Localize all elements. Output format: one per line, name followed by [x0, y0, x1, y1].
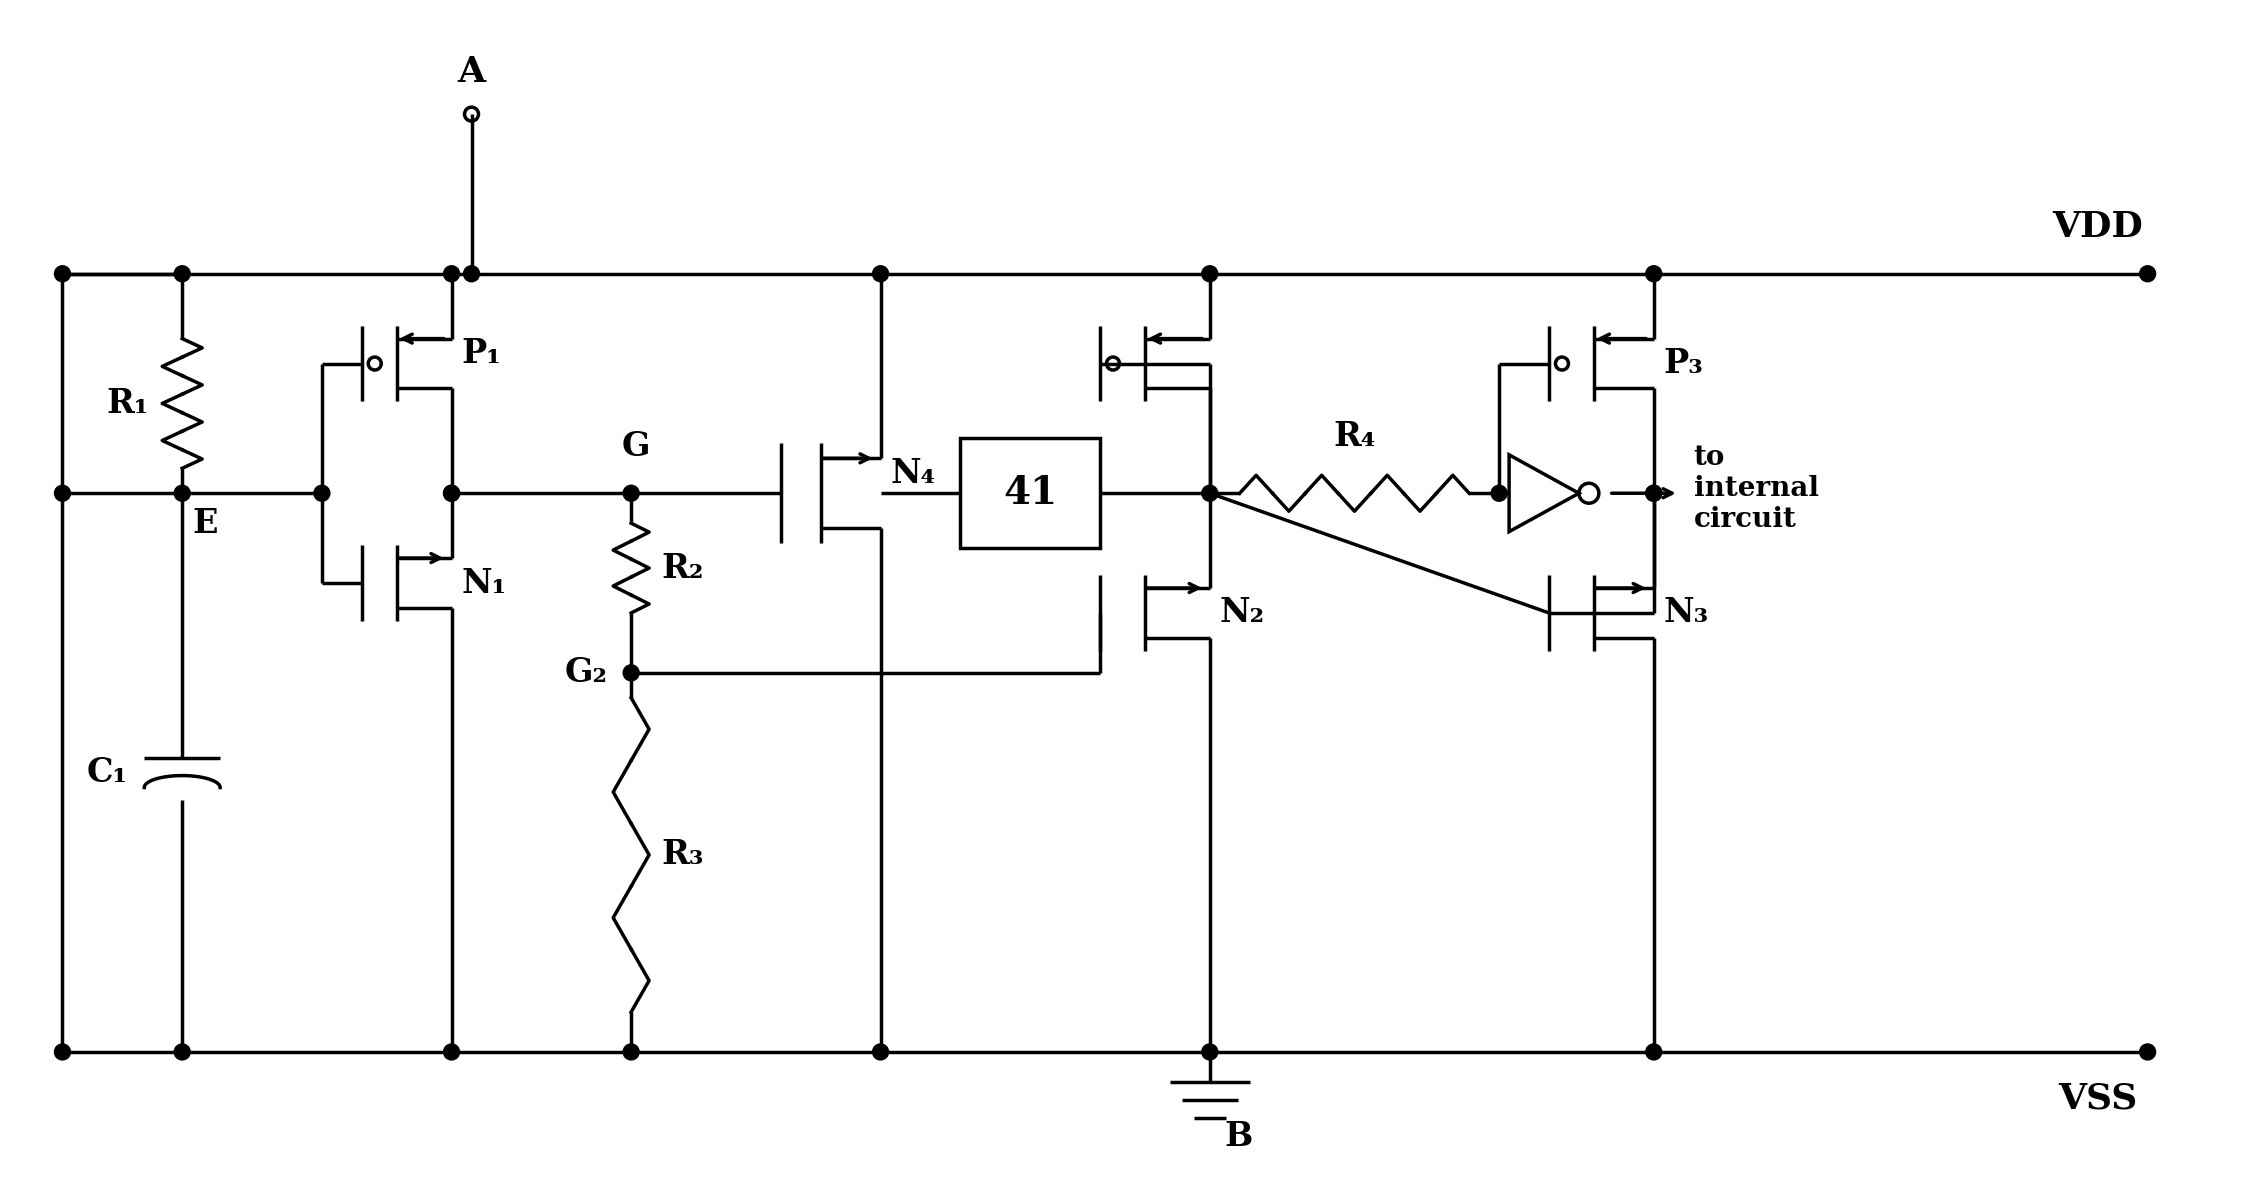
Text: R₁: R₁ — [105, 387, 148, 420]
Circle shape — [873, 1044, 888, 1059]
Text: R₄: R₄ — [1332, 420, 1375, 453]
Circle shape — [444, 486, 460, 501]
Text: R₂: R₂ — [662, 551, 704, 585]
Circle shape — [314, 486, 330, 501]
Circle shape — [54, 266, 70, 282]
Circle shape — [873, 266, 888, 282]
Text: N₂: N₂ — [1220, 596, 1265, 630]
FancyBboxPatch shape — [960, 438, 1099, 548]
Text: E: E — [193, 507, 218, 539]
Text: P₃: P₃ — [1664, 347, 1705, 381]
Circle shape — [1646, 266, 1662, 282]
Circle shape — [1202, 1044, 1218, 1059]
Circle shape — [1202, 486, 1218, 501]
Text: to
internal
circuit: to internal circuit — [1693, 444, 1819, 533]
Circle shape — [1646, 1044, 1662, 1059]
Circle shape — [444, 486, 460, 501]
Text: A: A — [458, 55, 484, 89]
Text: VDD: VDD — [2052, 210, 2142, 243]
Circle shape — [444, 266, 460, 282]
Circle shape — [464, 266, 480, 282]
Circle shape — [2140, 266, 2156, 282]
Circle shape — [54, 486, 70, 501]
Text: VSS: VSS — [2059, 1082, 2138, 1115]
Text: R₃: R₃ — [662, 839, 704, 871]
Circle shape — [175, 486, 191, 501]
Circle shape — [624, 665, 639, 681]
Text: 41: 41 — [1003, 475, 1056, 512]
Text: P₁: P₁ — [462, 338, 500, 370]
Circle shape — [624, 1044, 639, 1059]
Circle shape — [1492, 486, 1507, 501]
Circle shape — [624, 486, 639, 501]
Text: N₁: N₁ — [462, 567, 507, 600]
Circle shape — [1646, 486, 1662, 501]
Text: B: B — [1225, 1120, 1254, 1154]
Text: G₂: G₂ — [565, 656, 608, 690]
Text: C₁: C₁ — [87, 756, 128, 789]
Circle shape — [54, 1044, 70, 1059]
Text: G: G — [621, 431, 650, 463]
Circle shape — [1646, 486, 1662, 501]
Circle shape — [175, 1044, 191, 1059]
Text: N₃: N₃ — [1664, 596, 1709, 630]
Circle shape — [444, 1044, 460, 1059]
Circle shape — [1202, 266, 1218, 282]
Circle shape — [2140, 1044, 2156, 1059]
Circle shape — [175, 266, 191, 282]
Text: N₄: N₄ — [890, 457, 935, 490]
